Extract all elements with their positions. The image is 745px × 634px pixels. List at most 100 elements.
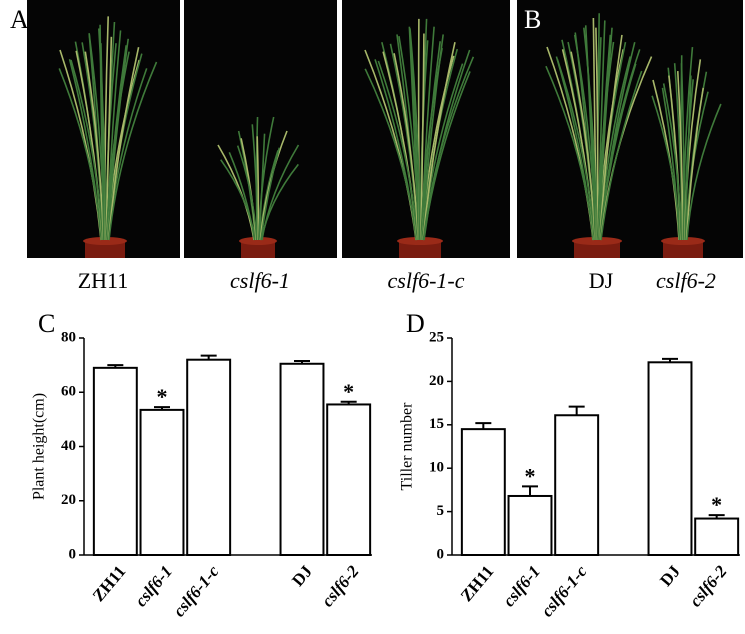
leaf	[556, 58, 596, 241]
pot-rim	[83, 237, 127, 245]
y-tick-label: 80	[61, 329, 76, 345]
y-tick-label: 0	[437, 546, 445, 562]
bar	[507, 494, 553, 557]
leaf	[364, 68, 418, 241]
significance-mark: *	[157, 384, 168, 409]
leaf	[686, 103, 722, 241]
caption: cslf6-1	[230, 268, 290, 293]
leaf	[684, 75, 692, 241]
leaf	[662, 83, 683, 241]
bar	[694, 517, 740, 557]
leaf	[58, 68, 103, 241]
pot-rim	[239, 237, 277, 245]
leaf	[256, 136, 260, 241]
pot-rim	[572, 237, 622, 245]
x-tick-label: cslf6-1	[499, 562, 544, 610]
leaf	[393, 53, 420, 241]
y-tick-label: 40	[61, 438, 76, 454]
caption: cslf6-1-c	[388, 268, 465, 293]
leaf	[106, 38, 130, 241]
caption: cslf6-2	[656, 268, 716, 293]
pot-rim	[661, 237, 705, 245]
leaf	[260, 147, 281, 241]
bar	[460, 428, 506, 557]
leaf	[599, 41, 636, 241]
bar	[647, 361, 693, 556]
leaf	[70, 59, 104, 241]
panel-label: D	[406, 309, 425, 338]
x-tick-label: cslf6-1	[131, 562, 176, 610]
leaf	[377, 60, 419, 241]
leaf	[261, 144, 300, 241]
caption: DJ	[589, 268, 614, 293]
panel-label: C	[38, 309, 55, 338]
panel-label: A	[10, 5, 29, 34]
bar	[139, 408, 185, 556]
x-tick-label: cslf6-2	[318, 561, 363, 610]
bar	[554, 414, 600, 557]
y-tick-label: 20	[61, 492, 76, 508]
bar	[92, 366, 138, 556]
leaf	[108, 61, 158, 241]
bar	[279, 362, 325, 556]
plants	[58, 13, 722, 258]
y-tick-label: 20	[429, 373, 444, 389]
leaf	[680, 63, 685, 241]
error-bar	[340, 400, 357, 405]
y-tick-label: 5	[437, 503, 445, 519]
y-axis-title: Tiller number	[399, 402, 416, 491]
leaf	[598, 34, 623, 241]
leaf	[258, 133, 266, 241]
x-tick-label: ZH11	[457, 562, 498, 605]
y-tick-label: 0	[69, 546, 77, 562]
leaf	[236, 145, 258, 241]
photo	[517, 0, 743, 258]
leaf	[106, 45, 127, 241]
bar	[326, 403, 372, 556]
error-bar	[200, 354, 217, 360]
leaf	[419, 33, 425, 241]
leaf	[545, 65, 595, 241]
bar	[186, 358, 232, 557]
leaf	[107, 47, 140, 241]
pot-rim	[397, 237, 443, 245]
significance-mark: *	[711, 492, 722, 517]
error-bar	[708, 514, 725, 519]
x-tick-label: cslf6-1-c	[169, 562, 223, 621]
error-bar	[568, 405, 585, 416]
error-bar	[522, 485, 538, 496]
y-tick-label: 10	[429, 460, 444, 476]
x-tick-label: cslf6-1-c	[537, 562, 591, 621]
leaf	[421, 34, 444, 241]
leaf	[600, 70, 643, 241]
photo-panel-b	[517, 0, 743, 258]
leaf	[423, 49, 471, 241]
error-bar	[294, 360, 310, 364]
caption: ZH11	[78, 268, 129, 293]
x-tick-label: ZH11	[89, 562, 130, 605]
error-bar	[154, 406, 170, 410]
significance-mark: *	[343, 379, 354, 404]
x-tick-label: DJ	[288, 561, 316, 590]
y-tick-label: 15	[429, 416, 444, 432]
error-bar	[107, 364, 124, 368]
y-axis-title: Plant height(cm)	[31, 393, 48, 500]
x-tick-label: cslf6-2	[686, 561, 731, 610]
significance-mark: *	[525, 463, 536, 488]
leaf	[685, 87, 704, 241]
y-tick-label: 25	[429, 329, 444, 345]
photo-panel-a	[27, 0, 510, 258]
x-tick-label: DJ	[656, 561, 684, 590]
panel-label: B	[524, 5, 541, 34]
error-bar	[475, 422, 492, 430]
leaf	[420, 41, 441, 241]
error-bar	[662, 357, 678, 363]
y-tick-label: 60	[61, 384, 76, 400]
leaf	[220, 159, 256, 241]
leaf	[105, 36, 113, 241]
leaf	[651, 95, 681, 241]
leaf	[422, 42, 456, 241]
